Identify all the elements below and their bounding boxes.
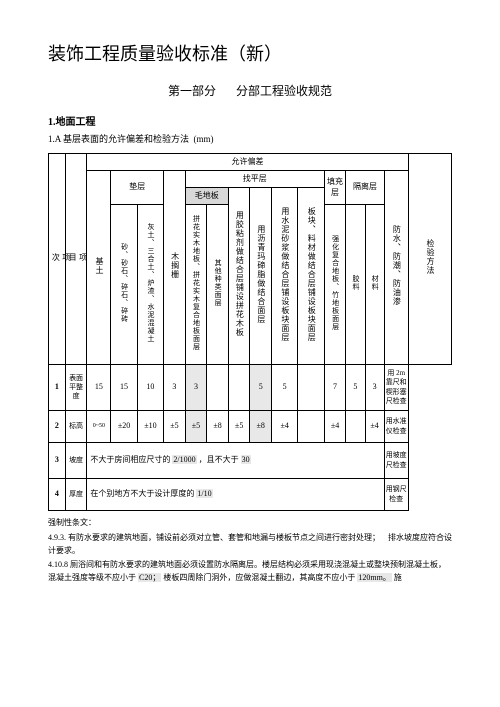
section-1: 1.地面工程 bbox=[48, 113, 452, 128]
notes: 强制性条文： 4.9.3. 有防水要求的建筑地面，铺设前必须对立管、套管和地漏与… bbox=[48, 517, 452, 585]
page-title: 装饰工程质量验收标准（新） bbox=[48, 40, 452, 66]
table-row: 4 厚度 在个别地方不大于设计厚度的 1/10 用钢尺检查 bbox=[49, 479, 452, 511]
tolerance-table: 项次 项目 允许偏差 检验方法 基土 垫层 木搁栅 找平层 填充层 隔离层 防水… bbox=[48, 153, 452, 511]
table-row: 3 坡度 不大于房间相应尺寸的 2/1000 ，且不大于 30 用坡度尺检查 bbox=[49, 443, 452, 479]
section-1a: 1.A 基层表面的允许偏差和检验方法 (mm) bbox=[48, 132, 452, 145]
table-row: 1 表面平整度 151510 33 55 753 用 2m 靠尺和楔形塞尺检查 bbox=[49, 365, 452, 411]
header-row-1: 项次 项目 允许偏差 检验方法 bbox=[49, 154, 452, 171]
part-heading: 第一部分分部工程验收规范 bbox=[48, 82, 452, 99]
table-row: 2 标高 0~50±20±10 ±5±5±8 ±5±8±4 ±4±4 用水准仪检… bbox=[49, 411, 452, 443]
header-row-2: 基土 垫层 木搁栅 找平层 填充层 隔离层 防水、防潮、防油渗 bbox=[49, 171, 452, 188]
